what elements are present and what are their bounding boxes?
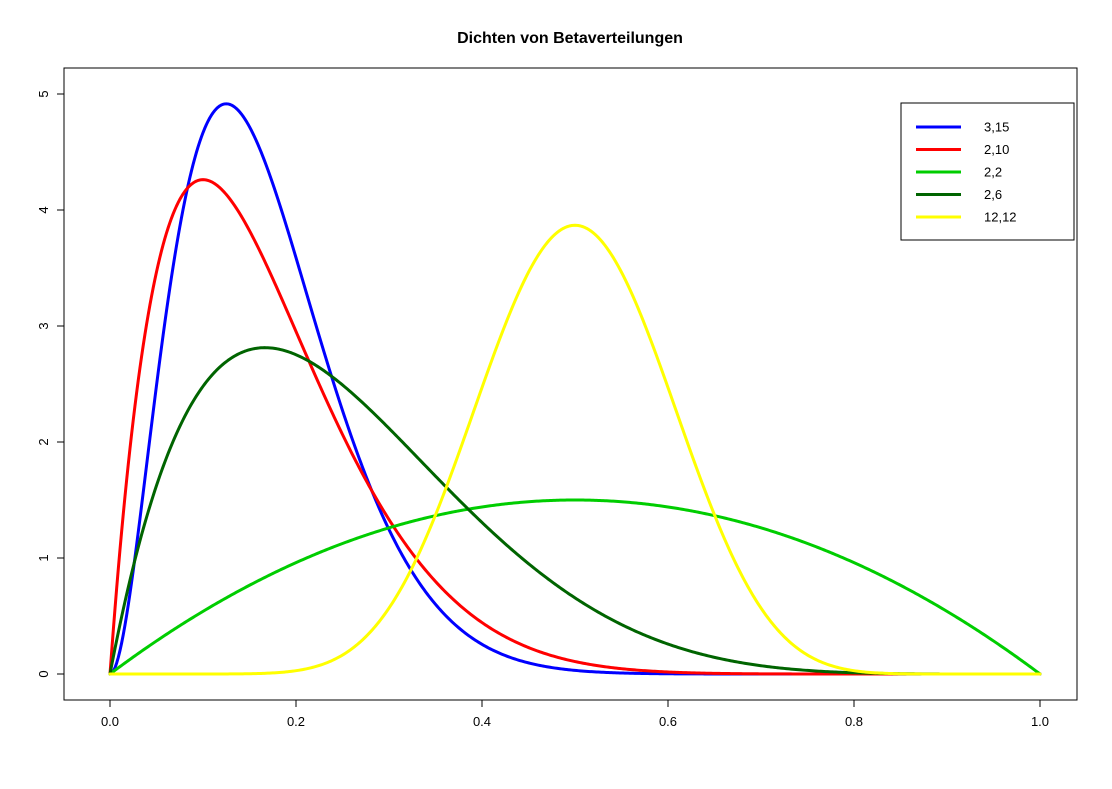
x-axis-tick-label: 0.6 bbox=[659, 714, 677, 729]
legend-label-3,15: 3,15 bbox=[984, 120, 1009, 135]
y-axis-tick-label: 1 bbox=[36, 554, 51, 561]
x-axis-tick-label: 0.2 bbox=[287, 714, 305, 729]
x-axis-tick-label: 0.4 bbox=[473, 714, 491, 729]
y-axis-tick-label: 5 bbox=[36, 90, 51, 97]
curve-beta-2-6 bbox=[108, 346, 1042, 676]
x-axis-tick-label: 1.0 bbox=[1031, 714, 1049, 729]
y-axis-tick-label: 4 bbox=[36, 206, 51, 213]
legend-label-2,6: 2,6 bbox=[984, 187, 1002, 202]
plot-box bbox=[63, 67, 1078, 701]
legend-label-2,10: 2,10 bbox=[984, 142, 1009, 157]
curve-beta-12-12 bbox=[108, 223, 1042, 676]
legend-label-12,12: 12,12 bbox=[984, 210, 1017, 225]
curve-beta-2-10 bbox=[108, 178, 1042, 676]
curve-beta-2-2 bbox=[108, 498, 1042, 676]
legend-label-2,2: 2,2 bbox=[984, 165, 1002, 180]
chart-title: Dichten von Betaverteilungen bbox=[457, 30, 683, 47]
y-axis-tick-label: 3 bbox=[36, 322, 51, 329]
y-axis-tick-label: 2 bbox=[36, 438, 51, 445]
y-axis-tick-label: 0 bbox=[36, 670, 51, 677]
x-axis-tick-label: 0.8 bbox=[845, 714, 863, 729]
x-axis-tick-label: 0.0 bbox=[101, 714, 119, 729]
